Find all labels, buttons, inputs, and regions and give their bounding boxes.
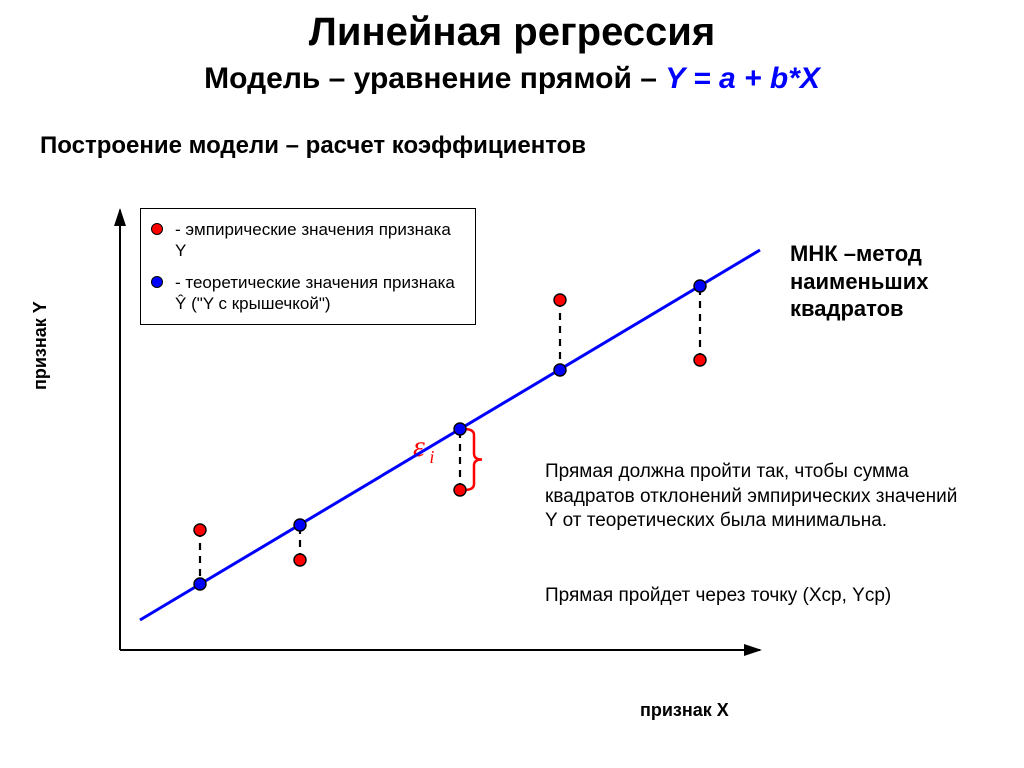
slide: { "title": "Линейная регрессия", "subtit…: [0, 0, 1024, 768]
subtitle-text: Модель – уравнение прямой –: [204, 62, 665, 95]
mnk-label: МНК –метод наименьших квадратов: [790, 240, 990, 323]
chart: [60, 190, 780, 690]
x-axis-label: признак X: [640, 700, 729, 721]
page-title: Линейная регрессия: [0, 10, 1024, 55]
equation: Y = a + b*X: [665, 62, 820, 95]
subtitle: Модель – уравнение прямой – Y = a + b*X: [0, 62, 1024, 96]
y-axis-label: признак Y: [30, 301, 51, 390]
chart-svg: [60, 190, 780, 690]
section-heading: Построение модели – расчет коэффициентов: [40, 132, 586, 160]
